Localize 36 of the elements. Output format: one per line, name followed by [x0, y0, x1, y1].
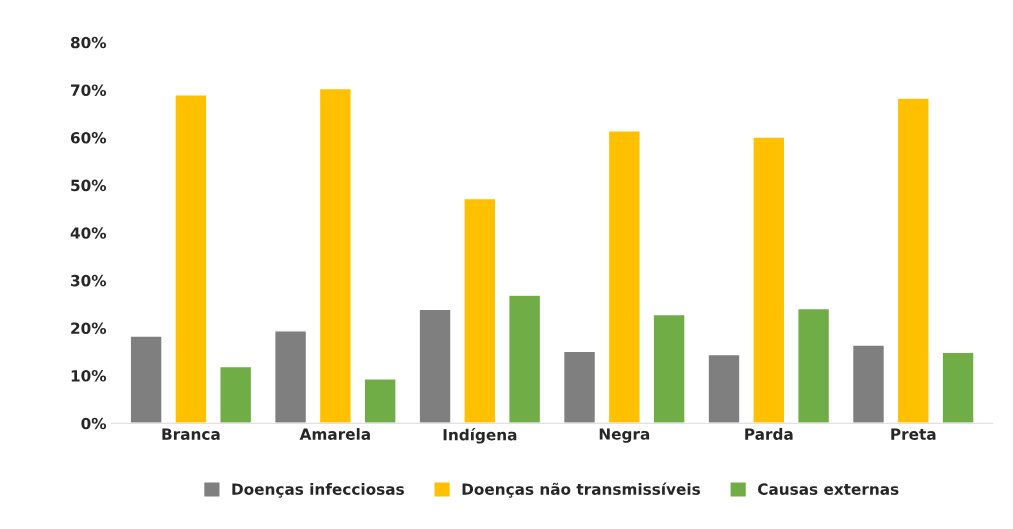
x-tick-label: Preta [891, 428, 936, 440]
bar [463, 197, 497, 424]
bar [219, 365, 253, 424]
bar [896, 97, 930, 424]
legend-label: Doenças não transmissíveis [462, 482, 700, 498]
legend-label: Doenças infecciosas [232, 483, 404, 498]
bar [797, 307, 831, 424]
y-tick-label: 20% [71, 322, 107, 334]
bar [652, 313, 686, 424]
bar [418, 308, 452, 424]
y-tick-label: 0% [81, 417, 107, 430]
bar [129, 335, 163, 424]
x-tick-label: Negra [599, 428, 650, 443]
bar [752, 136, 786, 424]
x-tick-label: Indígena [443, 428, 517, 444]
x-tick-label: Parda [745, 428, 793, 440]
bar [174, 93, 208, 424]
bar [508, 294, 542, 424]
bar [707, 353, 741, 424]
bar [273, 330, 308, 424]
y-tick-label: 70% [71, 84, 107, 96]
y-tick-label: 30% [71, 274, 107, 287]
y-tick-label: 10% [71, 370, 107, 382]
bar [607, 130, 641, 424]
bar [941, 351, 975, 424]
y-tick-label: 40% [70, 227, 107, 239]
legend-label: Causas externas [758, 483, 899, 495]
bar [318, 87, 352, 424]
bar [851, 344, 886, 424]
x-tick-label: Amarela [299, 428, 370, 440]
y-tick-label: 60% [70, 132, 107, 144]
bar [562, 350, 597, 424]
bar [363, 378, 397, 424]
y-tick-label: 50% [71, 179, 107, 192]
x-tick-label: Branca [162, 428, 220, 440]
y-tick-label: 80% [70, 36, 107, 49]
